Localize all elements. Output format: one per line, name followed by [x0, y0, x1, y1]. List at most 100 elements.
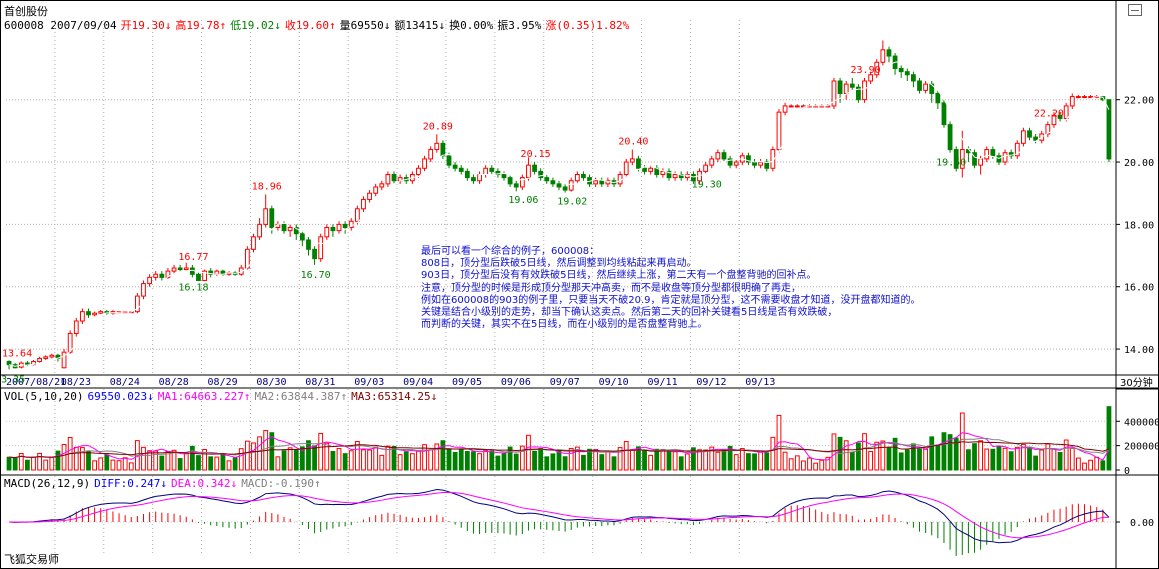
price-high-label: 20.89: [423, 121, 453, 132]
vol-item-2: MA1:64663.227↑: [157, 390, 251, 403]
price-side-label: 13.64: [2, 348, 32, 359]
volume-bar: [49, 456, 55, 471]
volume-bar: [917, 448, 922, 471]
candle-body: [330, 226, 336, 232]
date-label: 09/11: [647, 377, 677, 388]
candle-body: [1008, 152, 1014, 157]
volume-bar: [342, 453, 348, 471]
price-low-label: 16.70: [301, 270, 331, 281]
volume-bar: [409, 453, 415, 471]
vol-item-3: MA2:63844.387↑: [254, 390, 348, 403]
candle-body: [422, 158, 427, 169]
candle-body: [532, 164, 537, 172]
volume-bar: [269, 432, 275, 471]
volume-bar: [581, 454, 586, 471]
candle-body: [67, 332, 73, 353]
candle-body: [287, 226, 293, 232]
volume-bar: [61, 444, 67, 471]
quote-item-4: 收19.60↑: [284, 19, 336, 32]
candle-body: [880, 49, 886, 63]
volume-bar: [153, 450, 159, 471]
volume-bar: [183, 452, 189, 471]
date-label: 09/05: [452, 377, 482, 388]
volume-bar: [330, 450, 336, 471]
candle-body: [281, 223, 287, 232]
price-tick-label: 20.00: [1124, 158, 1154, 169]
volume-bar: [379, 454, 385, 471]
candle-body: [1033, 136, 1039, 141]
price-low-label: 16.18: [178, 282, 208, 293]
volume-bar: [12, 457, 18, 471]
candle-body: [37, 357, 43, 363]
candle-body: [538, 170, 544, 179]
candle-body: [672, 174, 678, 179]
volume-bar: [990, 448, 996, 471]
candle-body: [917, 80, 922, 91]
candle-body: [208, 270, 214, 275]
candle-body: [434, 142, 440, 151]
candle-body: [764, 161, 770, 169]
candle-body: [1063, 105, 1069, 119]
price-ma-line: [8, 61, 1110, 367]
volume-bar: [391, 445, 397, 471]
candle-body: [477, 174, 482, 182]
volume-bar: [147, 450, 152, 471]
volume-bar: [1039, 449, 1045, 471]
volume-bar: [856, 442, 861, 471]
volume-bar: [562, 456, 568, 471]
volume-bar: [886, 447, 892, 471]
volume-bar: [373, 446, 379, 471]
volume-bar: [361, 449, 366, 471]
candle-body: [984, 149, 990, 160]
volume-bar: [495, 455, 501, 471]
candle-body: [306, 239, 311, 250]
price-high-label: 18.96: [252, 181, 282, 192]
candle-body: [92, 312, 97, 316]
volume-bar: [1008, 451, 1014, 471]
volume-bar: [306, 440, 311, 471]
volume-bar: [122, 457, 128, 471]
volume-bar: [275, 456, 281, 471]
candle-body: [990, 149, 996, 157]
volume-bar: [666, 450, 672, 471]
candle-body: [929, 83, 935, 94]
price-low-label: 13.35: [0, 374, 25, 385]
candle-body: [348, 220, 354, 228]
candle-body: [691, 174, 696, 182]
volume-bar: [336, 448, 342, 471]
volume-bar: [422, 444, 427, 471]
candle-body: [428, 149, 434, 160]
volume-bar: [892, 437, 898, 471]
volume-bar: [556, 450, 562, 471]
candle-body: [574, 174, 580, 182]
macd-item-3: MACD:-0.190↑: [241, 477, 321, 490]
price-low-label: 19.06: [508, 195, 538, 206]
candle-body: [318, 236, 324, 260]
volume-bar: [403, 451, 409, 471]
candle-body: [1051, 114, 1057, 126]
quote-item-5: 量69550↓: [339, 19, 391, 32]
candle-body: [153, 273, 159, 278]
volume-bar: [446, 448, 452, 471]
candle-body: [171, 267, 177, 272]
candle-body: [183, 267, 189, 271]
candle-body: [904, 71, 910, 76]
volume-bar: [257, 436, 262, 471]
candle-body: [336, 223, 342, 232]
date-label: 08/24: [110, 377, 140, 388]
candle-body: [513, 183, 519, 188]
candle-body: [1014, 142, 1020, 157]
candle-body: [642, 167, 647, 172]
candle-body: [86, 311, 91, 316]
vol-item-0: VOL(5,10,20): [4, 390, 84, 403]
candle-body: [629, 158, 635, 163]
candle-body: [263, 208, 269, 225]
vol-tick-label: 200000: [1124, 442, 1159, 453]
volume-bar: [281, 450, 287, 471]
volume-bar: [159, 455, 165, 471]
window-restore-icon[interactable]: [1128, 4, 1142, 16]
volume-bar: [128, 462, 134, 471]
candle-body: [43, 356, 49, 359]
volume-bar: [1106, 406, 1112, 471]
candle-body: [599, 180, 605, 185]
